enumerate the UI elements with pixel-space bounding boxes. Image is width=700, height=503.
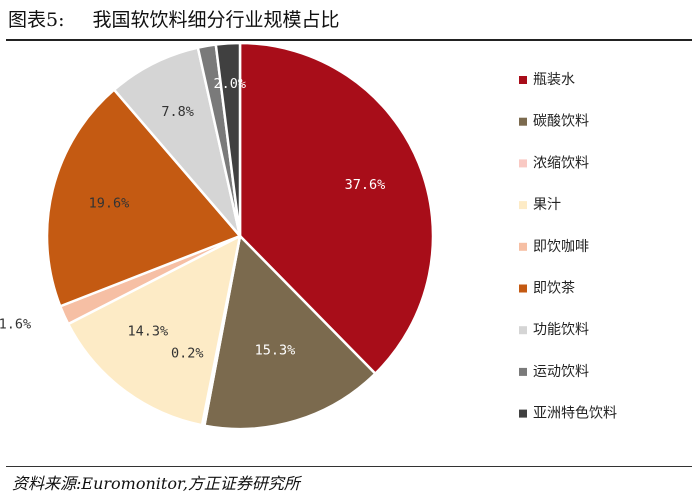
figure-number: 图表5: [8, 9, 65, 31]
legend-swatch [519, 367, 527, 376]
pie-chart: 37.6%15.3%0.2%14.3%1.6%19.6%7.8%1.5%2.0%… [0, 41, 617, 431]
pie-slice [238, 41, 435, 375]
legend-label: 碳酸饮料 [533, 114, 589, 130]
legend-label: 即饮茶 [533, 281, 575, 297]
legend-swatch [519, 117, 527, 126]
data-label: 19.6% [89, 195, 130, 211]
legend-swatch [519, 242, 527, 251]
chart-title: 我国软饮料细分行业规模占比 [92, 9, 340, 31]
legend-label: 果汁 [533, 197, 561, 213]
legend-swatch [519, 159, 527, 168]
pie-data-labels: 37.6%15.3%0.2%14.3%1.6%19.6%7.8%1.5%2.0% [0, 76, 386, 362]
legend-swatch [519, 76, 527, 84]
legend-swatch [519, 409, 527, 418]
pie-slice [203, 234, 377, 431]
legend-label: 亚洲特色饮料 [533, 405, 617, 422]
legend-swatch [519, 326, 527, 335]
legend-label: 运动饮料 [533, 364, 589, 380]
legend-label: 瓶装水 [533, 72, 575, 88]
data-label: 0.2% [171, 346, 204, 362]
data-label: 14.3% [127, 323, 168, 339]
pie-slices [45, 41, 435, 431]
pie-slice [45, 88, 242, 308]
data-label: 37.6% [345, 177, 386, 193]
pie-slice [214, 41, 242, 238]
legend-label: 即饮咖啡 [533, 239, 589, 255]
title-rule [6, 39, 692, 41]
source-rule [6, 466, 692, 467]
source-note: 资料来源:Euromonitor,方正证券研究所 [12, 474, 300, 493]
data-label: 2.0% [214, 76, 247, 92]
legend-swatch [519, 201, 527, 210]
figure-title: 图表5: 我国软饮料细分行业规模占比 [8, 6, 340, 34]
data-label: 15.3% [255, 343, 296, 359]
legend-swatch [519, 284, 527, 293]
data-label: 1.6% [0, 317, 31, 333]
pie-slice [66, 234, 242, 427]
legend-label: 浓缩饮料 [533, 155, 589, 171]
pie-slice [112, 46, 242, 238]
legend-label: 功能饮料 [533, 322, 589, 338]
data-label: 7.8% [161, 104, 194, 120]
